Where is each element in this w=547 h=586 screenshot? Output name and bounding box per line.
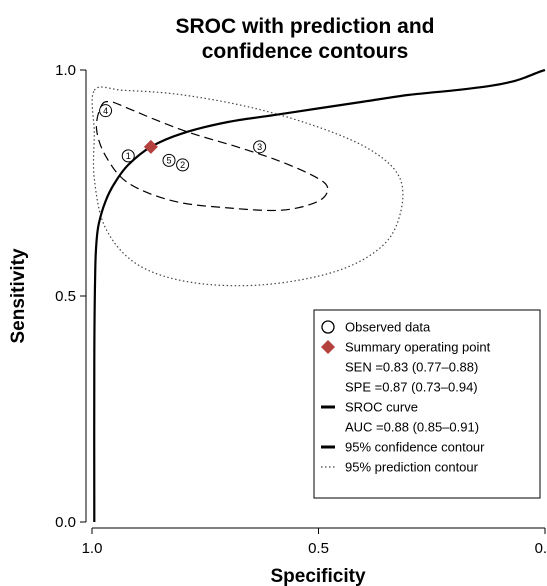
legend-entry: SPE =0.87 (0.73–0.94) — [345, 380, 478, 395]
observed-data-point: 2 — [176, 158, 190, 172]
chart-title-line-1: SROC with prediction and — [175, 15, 434, 38]
legend-label: SROC curve — [345, 400, 418, 415]
observed-data-point: 1 — [121, 149, 135, 163]
legend-label: SEN =0.83 (0.77–0.88) — [345, 360, 478, 375]
observed-data-point: 4 — [99, 104, 113, 118]
observed-data-label: 5 — [167, 156, 172, 166]
observed-data-point: 5 — [162, 153, 176, 167]
x-tick-label: 0.0 — [535, 540, 547, 557]
x-axis-label: Specificity — [270, 566, 365, 586]
legend-label: AUC =0.88 (0.85–0.91) — [345, 420, 479, 435]
legend-diamond-icon — [321, 340, 335, 354]
observed-data-label: 3 — [257, 142, 262, 152]
legend-label: SPE =0.87 (0.73–0.94) — [345, 380, 478, 395]
legend-entry: AUC =0.88 (0.85–0.91) — [345, 420, 479, 435]
observed-data-label: 4 — [103, 106, 108, 116]
observed-data-label: 2 — [180, 160, 185, 170]
sroc-curve — [93, 68, 546, 523]
observed-data-marker — [162, 153, 176, 167]
observed-data-point: 3 — [253, 140, 267, 154]
legend-entry: Summary operating point — [321, 340, 491, 355]
legend-entry: 95% prediction contour — [321, 460, 479, 475]
chart-title: SROC with prediction and confidence cont… — [175, 15, 434, 63]
x-tick-label: 0.5 — [308, 540, 329, 557]
legend-entry: 95% confidence contour — [321, 440, 485, 455]
observed-data-marker — [121, 149, 135, 163]
legend-label: 95% confidence contour — [345, 440, 485, 455]
y-tick-label: 0.0 — [55, 514, 76, 531]
confidence-contour — [95, 100, 329, 212]
plot-area: 1.0 0.5 0.0 0.0 0.5 1.0 1 2 3 4 5 — [55, 62, 547, 557]
legend-entry: SROC curve — [321, 400, 418, 415]
y-axis-label: Sensitivity — [8, 248, 29, 343]
observed-data-marker — [99, 104, 113, 118]
legend-label: 95% prediction contour — [345, 460, 479, 475]
legend: Observed data Summary operating point SEN … — [313, 309, 541, 499]
y-axis: 0.0 0.5 1.0 — [55, 62, 87, 531]
x-axis: 1.0 0.5 0.0 — [82, 527, 547, 557]
observed-data-marker — [176, 158, 190, 172]
prediction-contour — [91, 86, 404, 287]
summary-operating-point — [143, 139, 158, 154]
legend-label: Summary operating point — [345, 340, 491, 355]
observed-data-points: 1 2 3 4 5 — [99, 104, 267, 172]
legend-entries: Observed data Summary operating point SEN … — [321, 320, 491, 475]
x-tick-label: 1.0 — [82, 540, 103, 557]
chart-title-line-2: confidence contours — [202, 40, 409, 63]
legend-circle-icon — [321, 320, 335, 334]
y-tick-label: 1.0 — [55, 62, 76, 79]
legend-box — [313, 309, 541, 499]
legend-entry: Observed data — [321, 320, 431, 335]
legend-entry: SEN =0.83 (0.77–0.88) — [345, 360, 478, 375]
legend-label: Observed data — [345, 320, 431, 335]
observed-data-label: 1 — [126, 151, 131, 161]
observed-data-marker — [253, 140, 267, 154]
y-tick-label: 0.5 — [55, 288, 76, 305]
